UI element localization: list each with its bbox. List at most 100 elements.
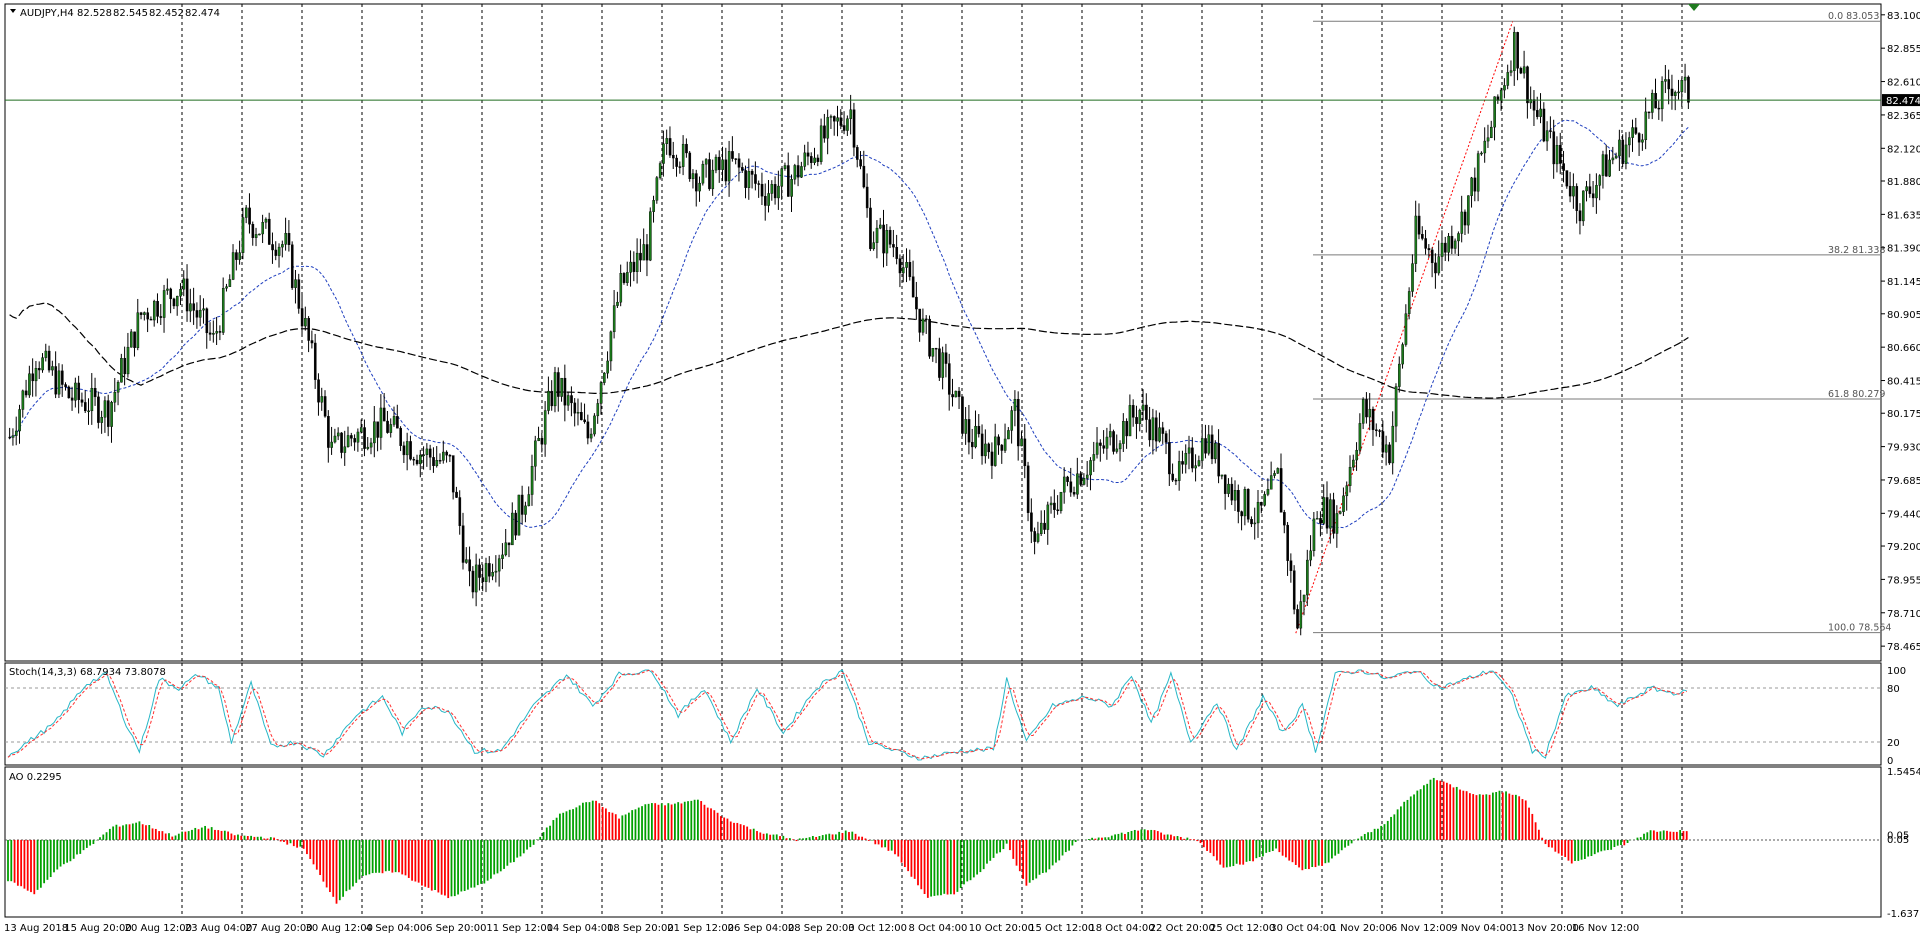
candle-body <box>277 246 281 256</box>
candle-body <box>1095 442 1099 455</box>
candle-body <box>1309 550 1312 561</box>
candle-body <box>432 457 435 467</box>
current-price-tag <box>1882 94 1920 107</box>
candle-body <box>1286 524 1289 561</box>
candle-body <box>1401 344 1404 365</box>
candle-body <box>672 155 675 159</box>
candle-body <box>856 147 859 160</box>
candle-body <box>603 372 606 383</box>
price-tick-label: 79.930 <box>1887 443 1920 454</box>
candle-body <box>1315 518 1319 520</box>
candle-body <box>31 373 35 382</box>
ao-histogram <box>5 777 1881 904</box>
candle-body <box>28 373 31 396</box>
time-label: 20 Aug 12:00 <box>125 923 192 934</box>
candle-body <box>1457 233 1460 242</box>
time-label: 14 Sep 04:00 <box>547 923 614 934</box>
candle-body <box>1187 447 1191 454</box>
candle-body <box>639 252 642 261</box>
candle-body <box>1654 92 1657 109</box>
candle-body <box>764 196 767 206</box>
candle-body <box>1552 131 1556 165</box>
shift-marker-icon[interactable] <box>1688 4 1700 11</box>
candle-body <box>908 261 912 277</box>
candle-body <box>514 512 517 536</box>
candle-body <box>872 242 876 250</box>
candle-body <box>1020 438 1023 447</box>
candle-body <box>488 563 491 577</box>
candle-body <box>990 451 994 466</box>
time-label: 28 Sep 20:00 <box>788 923 855 934</box>
candle-body <box>84 402 87 412</box>
candle-body <box>1131 405 1135 418</box>
candle-body <box>1595 185 1598 199</box>
candle-body <box>189 303 192 312</box>
candle-body <box>767 193 770 206</box>
candle-body <box>366 446 370 449</box>
fib-trendline <box>1295 21 1514 634</box>
price-tick-label: 82.610 <box>1887 78 1920 89</box>
candle-body <box>1108 431 1112 438</box>
candle-body <box>550 390 554 407</box>
candle-body <box>1099 442 1102 446</box>
time-label: 16 Nov 12:00 <box>1572 923 1639 934</box>
candle-body <box>1473 177 1477 192</box>
candle-body <box>678 166 682 168</box>
ao-axis: 1.5454 0.050.05 -1.6378 <box>1887 767 1920 920</box>
candle-body <box>957 390 961 397</box>
time-label: 8 Oct 04:00 <box>909 923 968 934</box>
candle-body <box>1292 570 1296 610</box>
candle-body <box>1545 130 1549 142</box>
candle-body <box>1283 512 1286 526</box>
candle-body <box>61 370 64 385</box>
candle-body <box>1634 127 1638 134</box>
candle-body <box>695 173 698 192</box>
candle-body <box>836 117 839 122</box>
fib-label: 100.0 78.564 <box>1828 623 1891 634</box>
candle-body <box>1158 427 1161 442</box>
candle-body <box>711 169 715 190</box>
ao-tick-label: 0.05 <box>1887 831 1909 842</box>
candle-body <box>1319 518 1322 524</box>
candle-body <box>156 300 159 317</box>
candle-body <box>599 382 603 404</box>
candle-body <box>1023 438 1027 467</box>
time-label: 18 Oct 04:00 <box>1089 923 1154 934</box>
candle-body <box>757 183 761 185</box>
candle-body <box>898 258 902 274</box>
stochastic-pane <box>4 662 1882 766</box>
candle-body <box>721 159 724 170</box>
candle-body <box>198 309 202 318</box>
candle-body <box>428 448 432 458</box>
candle-body <box>524 505 527 515</box>
candle-body <box>915 296 918 310</box>
candle-body <box>205 308 209 334</box>
candle-body <box>1345 485 1349 497</box>
candle-body <box>455 491 458 498</box>
fib-label: 61.8 80.279 <box>1828 389 1885 400</box>
candle-body <box>823 125 826 139</box>
candle-body <box>1657 107 1661 110</box>
candle-body <box>389 424 393 433</box>
candle-body <box>954 390 958 398</box>
candle-body <box>356 431 360 443</box>
candle-body <box>110 402 113 427</box>
dropdown-triangle-icon[interactable] <box>10 9 16 13</box>
candle-body <box>1582 190 1585 222</box>
candle-body <box>649 211 652 261</box>
candle-body <box>1470 177 1473 196</box>
candle-body <box>461 525 465 563</box>
time-label: 30 Aug 12:00 <box>306 923 373 934</box>
candle-body <box>1036 533 1040 542</box>
candle-body <box>941 352 945 378</box>
candle-body <box>1046 504 1050 530</box>
candle-body <box>1227 483 1230 494</box>
candle-body <box>376 421 379 438</box>
candle-body <box>1256 501 1260 524</box>
candle-body <box>1509 70 1513 73</box>
candle-body <box>1112 431 1115 452</box>
candle-body <box>1660 81 1664 110</box>
candle-body <box>741 167 744 171</box>
candle-body <box>1421 234 1424 239</box>
